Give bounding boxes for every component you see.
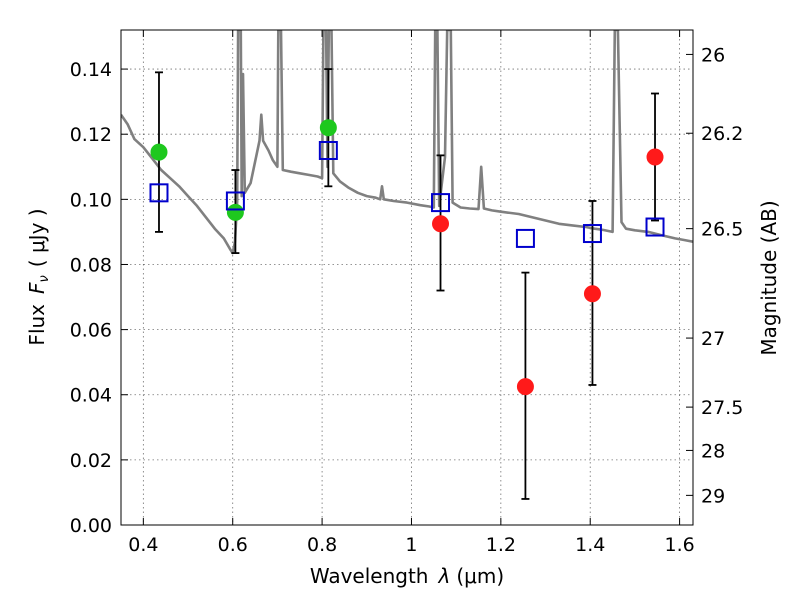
y-axis-title-symbol: F <box>25 282 49 294</box>
error-bars <box>154 68 660 500</box>
y2-tick-label: 29 <box>701 485 725 507</box>
flux-point <box>226 203 244 221</box>
plot-frame <box>120 29 694 526</box>
y-tick-labels: 0.00 0.02 0.04 0.06 0.08 0.10 0.12 0.14 <box>70 59 112 537</box>
axis-ticks <box>121 30 693 526</box>
x-tick-label: 0.4 <box>128 534 158 556</box>
y-tick-label: 0.06 <box>70 320 112 342</box>
plot-background <box>121 30 693 525</box>
model-point <box>318 140 338 160</box>
y2-tick-label: 27 <box>701 328 725 350</box>
y2-tick-label: 27.5 <box>701 397 743 419</box>
flux-point <box>646 148 664 166</box>
model-point <box>515 228 535 248</box>
x-tick-labels: 0.4 0.6 0.8 1 1.2 1.4 1.6 <box>128 534 694 556</box>
y-tick-label: 0.12 <box>70 124 112 146</box>
y-axis-title: Flux Fν ( μJy ) <box>25 208 52 345</box>
y2-tick-label: 26.5 <box>701 219 743 241</box>
y-tick-label: 0.02 <box>70 450 112 472</box>
flux-point <box>516 378 534 396</box>
x-axis-title-text: Wavelength <box>310 564 429 588</box>
y-axis-title-text: Flux <box>25 304 49 346</box>
y2-tick-label: 28 <box>701 440 725 462</box>
flux-point <box>319 119 337 137</box>
y-tick-label: 0.08 <box>70 254 112 276</box>
y2-tick-label: 26.2 <box>701 123 743 145</box>
y-axis-title-unit: ( μJy ) <box>25 208 49 267</box>
x-tick-label: 1 <box>405 534 417 556</box>
y-tick-label: 0.14 <box>70 59 112 81</box>
y-tick-label: 0.10 <box>70 189 112 211</box>
x-axis-title-unit: (μm) <box>456 564 504 588</box>
y-tick-label: 0.04 <box>70 385 112 407</box>
y2-axis-title: Magnitude (AB) <box>757 200 781 355</box>
x-tick-label: 0.6 <box>218 534 248 556</box>
flux-point <box>583 285 601 303</box>
grid-lines <box>121 30 693 526</box>
x-tick-label: 1.2 <box>486 534 516 556</box>
data-markers <box>149 119 665 396</box>
y2-tick-labels: 26 26.2 26.5 27 27.5 28 29 <box>701 44 743 507</box>
flux-point <box>150 143 168 161</box>
model-point <box>225 191 245 211</box>
x-tick-label: 0.8 <box>307 534 337 556</box>
y-axis-title-sub: ν <box>37 275 52 282</box>
model-point <box>149 183 169 203</box>
model-point <box>582 224 602 244</box>
x-tick-label: 1.4 <box>575 534 605 556</box>
y2-tick-label: 26 <box>701 44 725 66</box>
flux-point <box>432 215 450 233</box>
x-axis-title: Wavelength λ (μm) <box>310 564 504 588</box>
y-tick-label: 0.00 <box>70 515 112 537</box>
x-axis-title-symbol: λ <box>438 564 451 588</box>
x-tick-label: 1.6 <box>664 534 694 556</box>
model-point <box>645 217 665 237</box>
model-point <box>431 193 451 213</box>
